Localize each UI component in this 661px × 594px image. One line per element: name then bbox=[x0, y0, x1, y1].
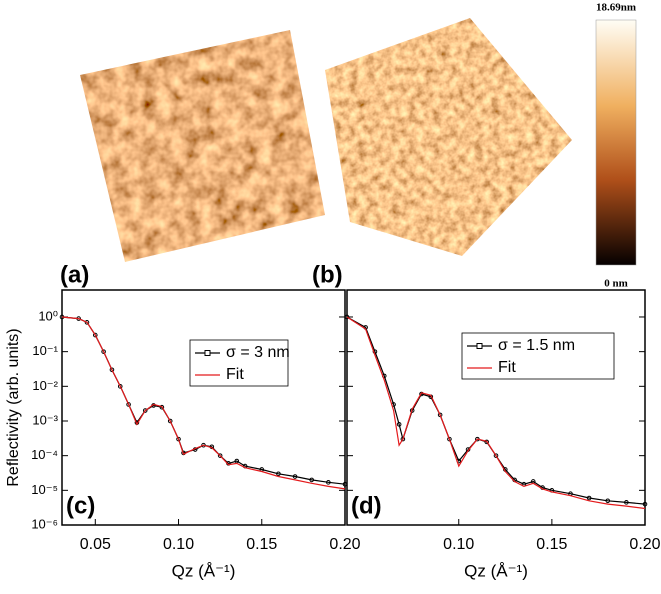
data-point bbox=[586, 495, 592, 501]
panel-label: (d) bbox=[351, 492, 382, 519]
data-line bbox=[61, 316, 346, 485]
panel-label: (b) bbox=[312, 261, 343, 288]
x-tick-label: 0.05 bbox=[80, 536, 111, 553]
y-axis-label: Reflectivity (arb. units) bbox=[5, 328, 22, 486]
data-point bbox=[605, 498, 611, 504]
data-point bbox=[101, 349, 106, 354]
panel-label: (a) bbox=[60, 261, 89, 288]
plot-frame bbox=[346, 289, 646, 526]
data-line bbox=[346, 316, 646, 505]
data-point bbox=[624, 500, 629, 505]
legend-label: σ = 1.5 nm bbox=[498, 337, 575, 354]
data-point bbox=[437, 412, 443, 418]
x-tick-label: 0.15 bbox=[536, 536, 567, 553]
x-axis-label: Qz (Å⁻¹) bbox=[172, 561, 236, 580]
data-point bbox=[142, 408, 148, 413]
data-point bbox=[309, 477, 315, 483]
data-point bbox=[109, 367, 115, 373]
x-tick-label: 0.20 bbox=[629, 536, 660, 553]
y-tick-label: 10⁰ bbox=[38, 308, 58, 323]
x-tick-label: 0.10 bbox=[443, 536, 474, 553]
legend-label: Fit bbox=[226, 366, 244, 383]
data-point bbox=[642, 501, 648, 507]
colorbar-min: 0 nm bbox=[604, 278, 628, 290]
colorbar bbox=[595, 19, 637, 266]
data-point bbox=[344, 314, 350, 320]
data-point bbox=[276, 471, 281, 477]
data-point bbox=[84, 320, 90, 325]
legend-box bbox=[189, 339, 289, 387]
plot-frame bbox=[61, 289, 346, 526]
y-tick-label: 10⁻² bbox=[32, 378, 58, 393]
x-tick-label: 0.10 bbox=[163, 536, 194, 553]
legend-box bbox=[461, 332, 615, 380]
legend-marker bbox=[204, 350, 211, 356]
data-point bbox=[167, 418, 173, 424]
data-point bbox=[92, 332, 98, 338]
x-axis-label: Qz (Å⁻¹) bbox=[464, 561, 528, 580]
y-tick-label: 10⁻⁶ bbox=[31, 516, 58, 531]
data-point bbox=[217, 453, 223, 458]
colorbar-max: 18.69nm bbox=[596, 2, 636, 14]
data-point bbox=[159, 404, 165, 410]
data-point bbox=[292, 474, 298, 479]
afm-image-b bbox=[325, 18, 572, 256]
data-point bbox=[493, 453, 499, 458]
x-tick-label: 0.15 bbox=[246, 536, 277, 553]
panel-label: (c) bbox=[66, 492, 95, 519]
legend-marker bbox=[476, 343, 483, 349]
afm-image-a bbox=[80, 30, 325, 262]
x-tick-label: 0.20 bbox=[329, 536, 360, 553]
data-point bbox=[484, 439, 489, 445]
data-line bbox=[346, 316, 646, 510]
data-point bbox=[117, 384, 123, 389]
data-point bbox=[326, 480, 331, 485]
data-line bbox=[61, 316, 346, 490]
y-tick-label: 10⁻³ bbox=[32, 412, 58, 427]
y-tick-label: 10⁻¹ bbox=[32, 343, 58, 358]
data-point bbox=[396, 422, 402, 427]
y-tick-label: 10⁻⁵ bbox=[31, 482, 58, 497]
legend-label: σ = 3 nm bbox=[226, 344, 290, 361]
data-point bbox=[126, 402, 131, 407]
legend-label: Fit bbox=[498, 359, 516, 376]
y-tick-label: 10⁻⁴ bbox=[31, 447, 58, 462]
